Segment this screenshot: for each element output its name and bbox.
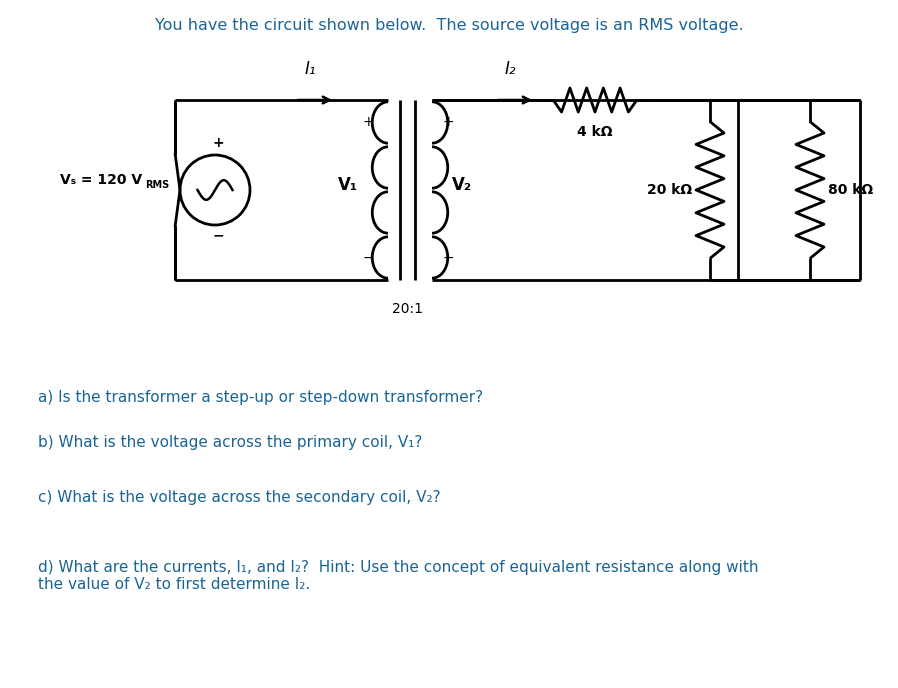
Text: −: − xyxy=(442,251,453,265)
Text: V₁: V₁ xyxy=(338,176,358,194)
Text: 20 kΩ: 20 kΩ xyxy=(647,183,692,197)
Text: d) What are the currents, I₁, and I₂?  Hint: Use the concept of equivalent resis: d) What are the currents, I₁, and I₂? Hi… xyxy=(38,560,759,592)
Text: Vₛ = 120 V: Vₛ = 120 V xyxy=(60,173,142,187)
Text: c) What is the voltage across the secondary coil, V₂?: c) What is the voltage across the second… xyxy=(38,490,441,505)
Text: RMS: RMS xyxy=(145,180,169,190)
Text: V₂: V₂ xyxy=(452,176,472,194)
Text: +: + xyxy=(212,136,224,150)
Text: b) What is the voltage across the primary coil, V₁?: b) What is the voltage across the primar… xyxy=(38,435,422,450)
Text: +: + xyxy=(362,115,374,129)
Text: I₂: I₂ xyxy=(505,60,515,78)
Text: 20:1: 20:1 xyxy=(392,302,423,316)
Text: 80 kΩ: 80 kΩ xyxy=(828,183,873,197)
Text: You have the circuit shown below.  The source voltage is an RMS voltage.: You have the circuit shown below. The so… xyxy=(154,18,744,33)
Text: 4 kΩ: 4 kΩ xyxy=(577,125,612,139)
Text: −: − xyxy=(212,228,224,242)
Text: I₁: I₁ xyxy=(304,60,316,78)
Text: −: − xyxy=(362,251,374,265)
Text: +: + xyxy=(442,115,453,129)
Text: a) Is the transformer a step-up or step-down transformer?: a) Is the transformer a step-up or step-… xyxy=(38,390,483,405)
